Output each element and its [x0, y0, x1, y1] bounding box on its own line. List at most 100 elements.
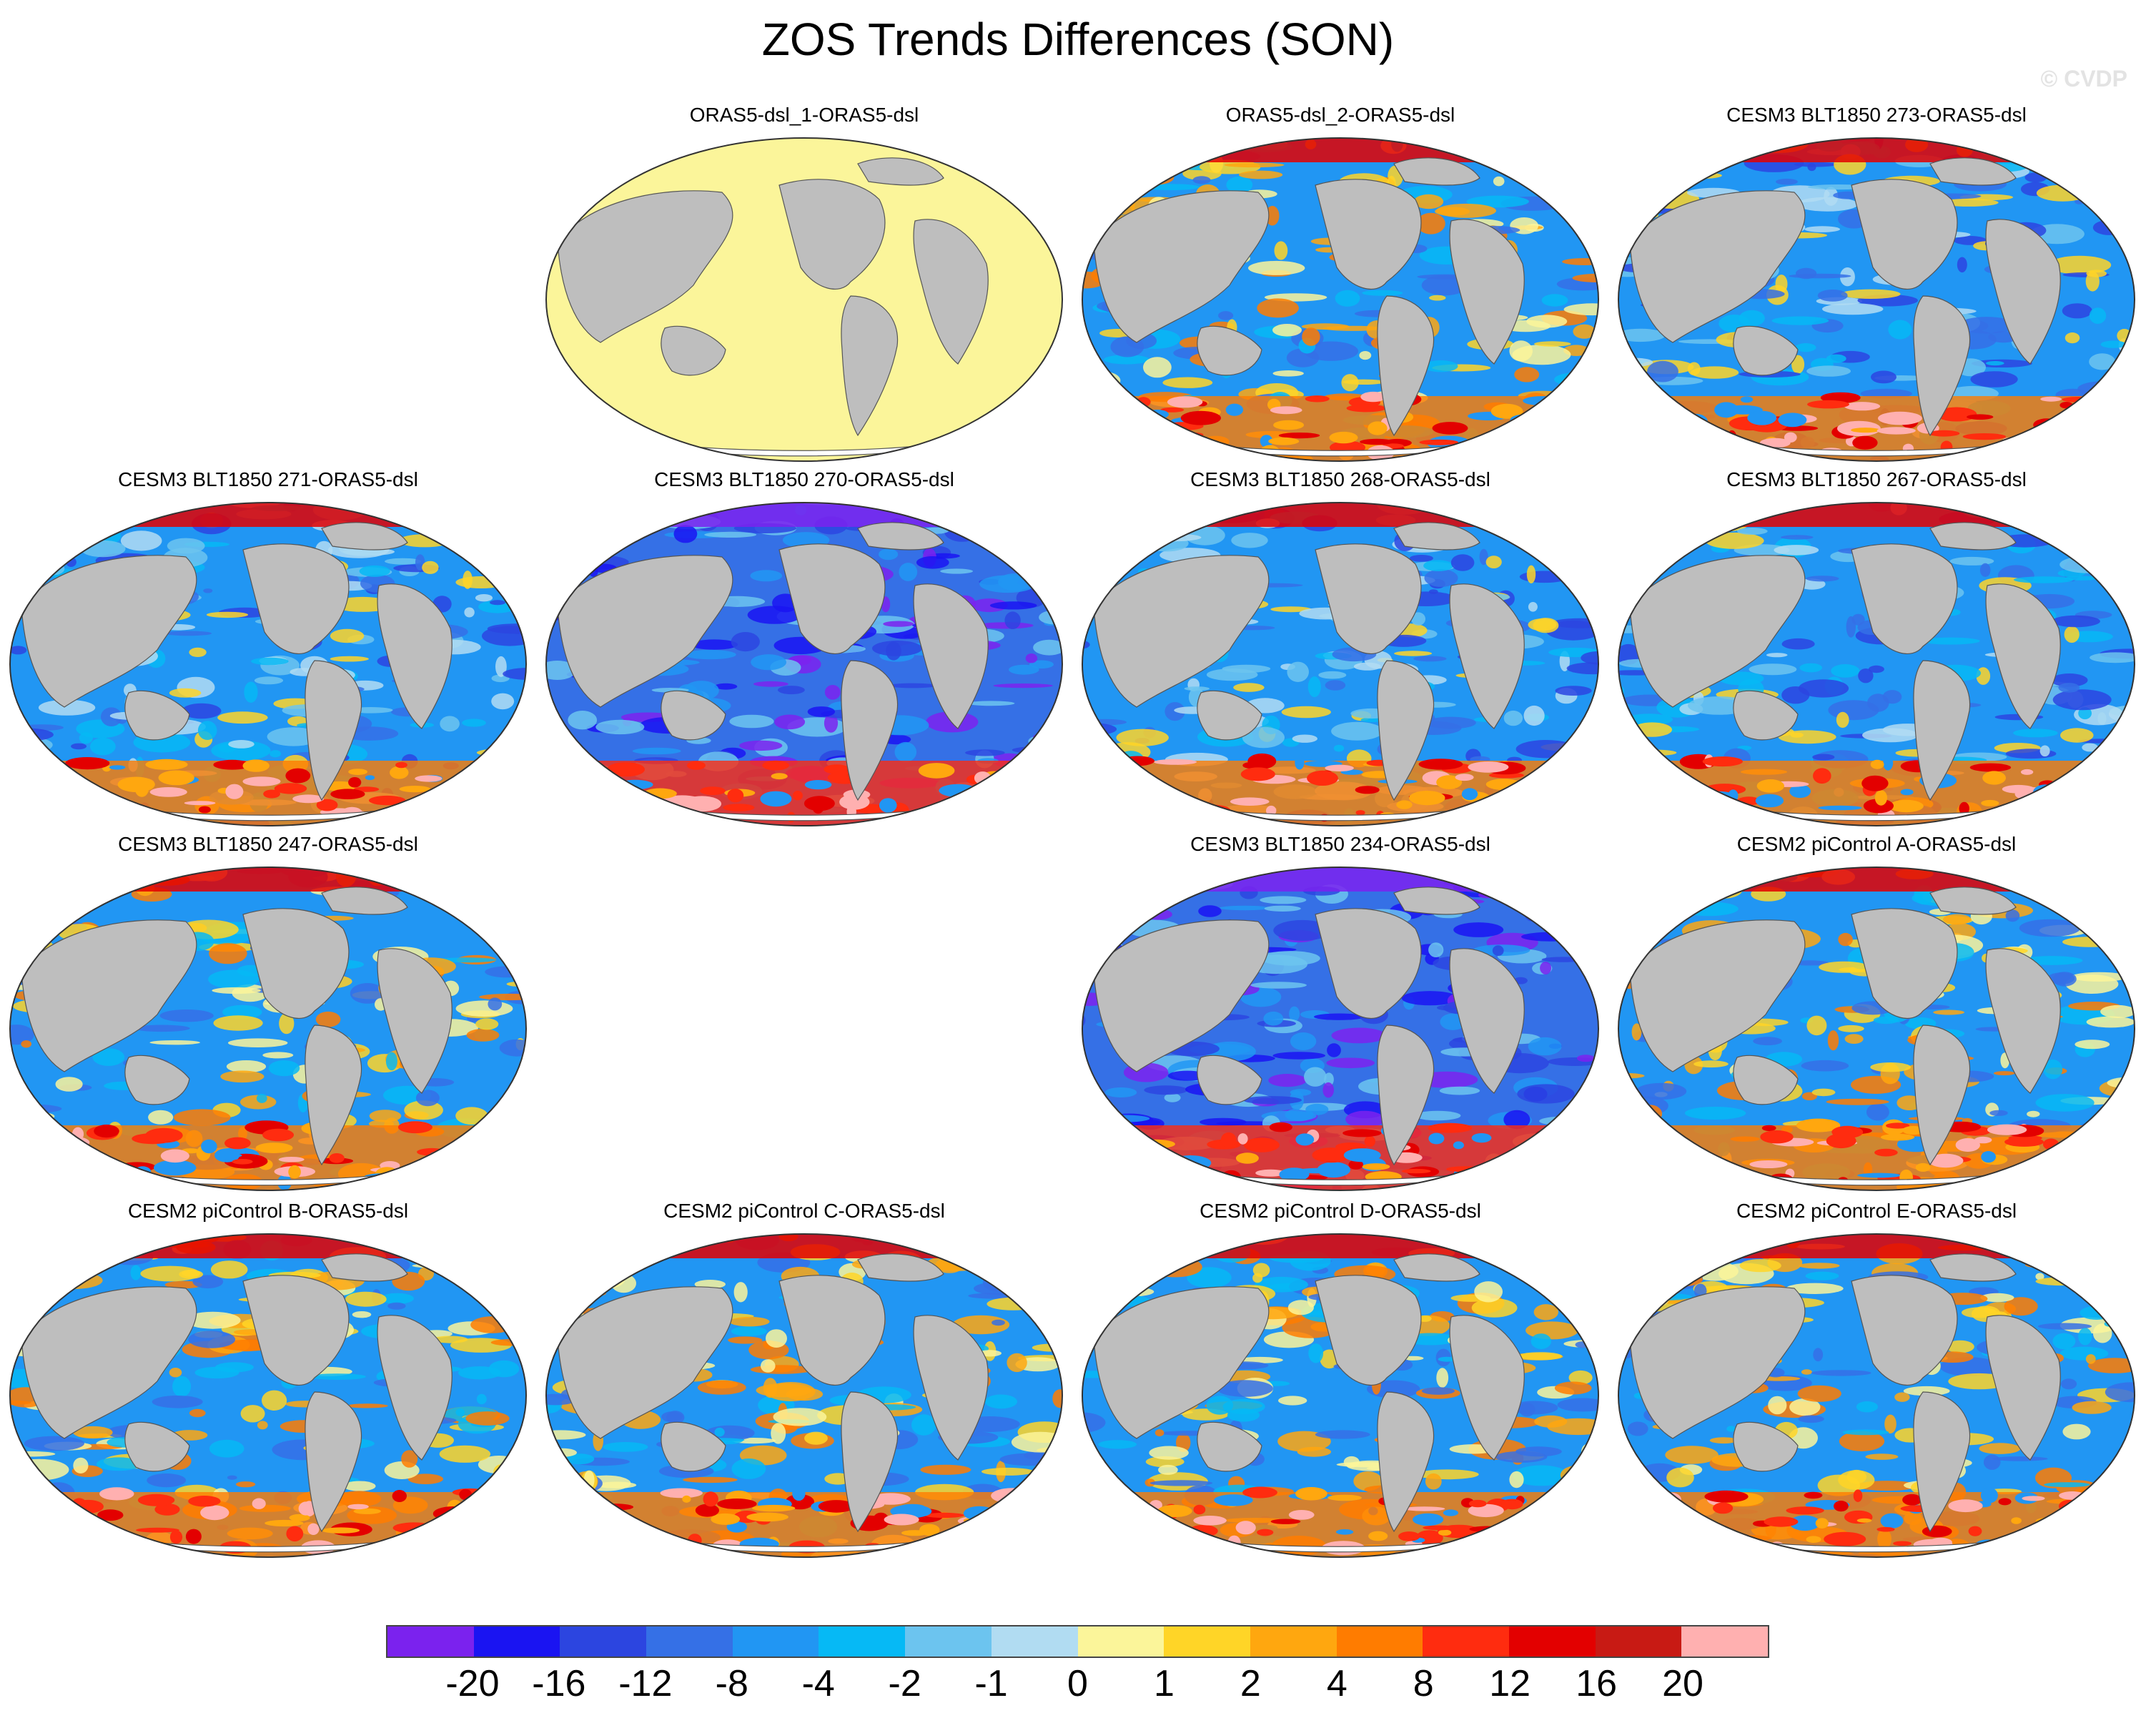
land-mass — [242, 543, 350, 654]
world-map — [1618, 1233, 2135, 1558]
colorbar-label: -16 — [532, 1663, 586, 1704]
land-mass — [1449, 219, 1525, 365]
land-mass — [1093, 555, 1270, 708]
land-mass — [1985, 948, 2061, 1094]
map-outline — [1618, 867, 2135, 1191]
land-mass — [1315, 908, 1422, 1019]
land-mass — [124, 690, 190, 741]
land-mass — [557, 190, 733, 343]
land-mass — [1929, 157, 2017, 186]
map-panel: CESM2 piControl A-ORAS5-dsl — [1616, 833, 2137, 1198]
colorbar-box — [1077, 1626, 1164, 1657]
colorbar-box — [905, 1626, 992, 1657]
land-mass — [1733, 690, 1799, 741]
land-mass — [661, 1421, 726, 1472]
land-mass — [377, 583, 453, 729]
panel-title: CESM3 BLT1850 268-ORAS5-dsl — [1190, 468, 1490, 490]
land-mass — [321, 522, 408, 551]
cvdp-watermark: © CVDP — [2040, 66, 2127, 92]
land-mass — [1449, 948, 1525, 1094]
colorbar-label: 12 — [1489, 1663, 1531, 1704]
colorbar-box — [732, 1626, 819, 1657]
map-outline — [9, 502, 527, 826]
map-outline — [1618, 137, 2135, 462]
land-mass — [1929, 887, 2017, 915]
land-mass — [1929, 1253, 2017, 1282]
map-panel: ORAS5-dsl_2-ORAS5-dsl — [1079, 104, 1601, 468]
world-map — [1618, 867, 2135, 1191]
land-mass — [1733, 325, 1799, 376]
panel-title: ORAS5-dsl_2-ORAS5-dsl — [1225, 104, 1455, 126]
map-panel: CESM3 BLT1850 234-ORAS5-dsl — [1079, 833, 1601, 1198]
map-outline — [1082, 867, 1599, 1191]
land-mass — [1315, 543, 1422, 654]
panel-title: ORAS5-dsl_1-ORAS5-dsl — [689, 104, 919, 126]
land-mass — [21, 1286, 197, 1439]
world-map — [1082, 1233, 1599, 1558]
land-mass — [661, 690, 726, 741]
land-mass — [1851, 543, 1958, 654]
land-mass — [857, 1253, 944, 1282]
land-mass — [124, 1055, 190, 1105]
figure-title: ZOS Trends Differences (SON) — [761, 14, 1395, 65]
land-mass — [377, 948, 453, 1094]
land-mass — [21, 919, 197, 1072]
colorbar-box — [1164, 1626, 1250, 1657]
land-mass — [778, 179, 886, 290]
colorbar-box — [1250, 1626, 1337, 1657]
colorbar-label: -1 — [974, 1663, 1008, 1704]
map-panel: CESM2 piControl E-ORAS5-dsl — [1616, 1200, 2137, 1564]
map-outline — [1618, 1233, 2135, 1558]
land-mass — [1393, 887, 1480, 915]
land-mass — [1733, 1055, 1799, 1105]
land-mass — [1093, 190, 1270, 343]
colorbar-box — [819, 1626, 906, 1657]
colorbar-label: -20 — [445, 1663, 500, 1704]
map-outline — [9, 867, 527, 1191]
colorbar-box — [1595, 1626, 1682, 1657]
land-mass — [557, 555, 733, 708]
land-mass — [857, 522, 944, 551]
world-map — [9, 502, 527, 826]
world-map — [9, 1233, 527, 1558]
land-mass — [841, 660, 899, 801]
colorbar-label: 20 — [1662, 1663, 1703, 1704]
land-mass — [557, 1286, 733, 1439]
world-map — [1082, 867, 1599, 1191]
land-mass — [1985, 1315, 2061, 1461]
land-mass — [1197, 325, 1262, 376]
panel-title: CESM3 BLT1850 234-ORAS5-dsl — [1190, 833, 1490, 855]
land-mass — [1377, 1025, 1435, 1166]
colorbar-label: -12 — [618, 1663, 673, 1704]
land-mass — [1629, 919, 1806, 1072]
world-map — [1618, 502, 2135, 826]
land-mass — [242, 908, 350, 1019]
land-mass — [1851, 179, 1958, 290]
land-mass — [1913, 295, 1971, 437]
land-mass — [857, 157, 944, 186]
colorbar-box — [387, 1626, 474, 1657]
land-mass — [305, 1025, 362, 1166]
colorbar-box — [1508, 1626, 1596, 1657]
land-mass — [778, 543, 886, 654]
colorbar-labels: -20 -16 -12 -8 -4 -2 -1 0 1 2 4 8 12 16 20 — [386, 1662, 1769, 1705]
land-mass — [841, 1391, 899, 1533]
world-map — [1082, 137, 1599, 462]
land-mass — [1377, 660, 1435, 801]
world-map — [545, 137, 1063, 462]
colorbar-box — [1681, 1626, 1768, 1657]
map-panel: CESM3 BLT1850 268-ORAS5-dsl — [1079, 468, 1601, 833]
colorbar-box — [991, 1626, 1078, 1657]
map-panel: CESM3 BLT1850 270-ORAS5-dsl — [543, 468, 1065, 833]
world-map — [1082, 502, 1599, 826]
colorbar-label: 2 — [1240, 1663, 1261, 1704]
map-outline — [1082, 137, 1599, 462]
land-mass — [778, 1275, 886, 1386]
colorbar-box — [473, 1626, 560, 1657]
world-map — [545, 1233, 1063, 1558]
map-panel: CESM3 BLT1850 273-ORAS5-dsl — [1616, 104, 2137, 468]
world-map — [1618, 137, 2135, 462]
land-mass — [1393, 1253, 1480, 1282]
land-mass — [1377, 1391, 1435, 1533]
land-mass — [1913, 1391, 1971, 1533]
